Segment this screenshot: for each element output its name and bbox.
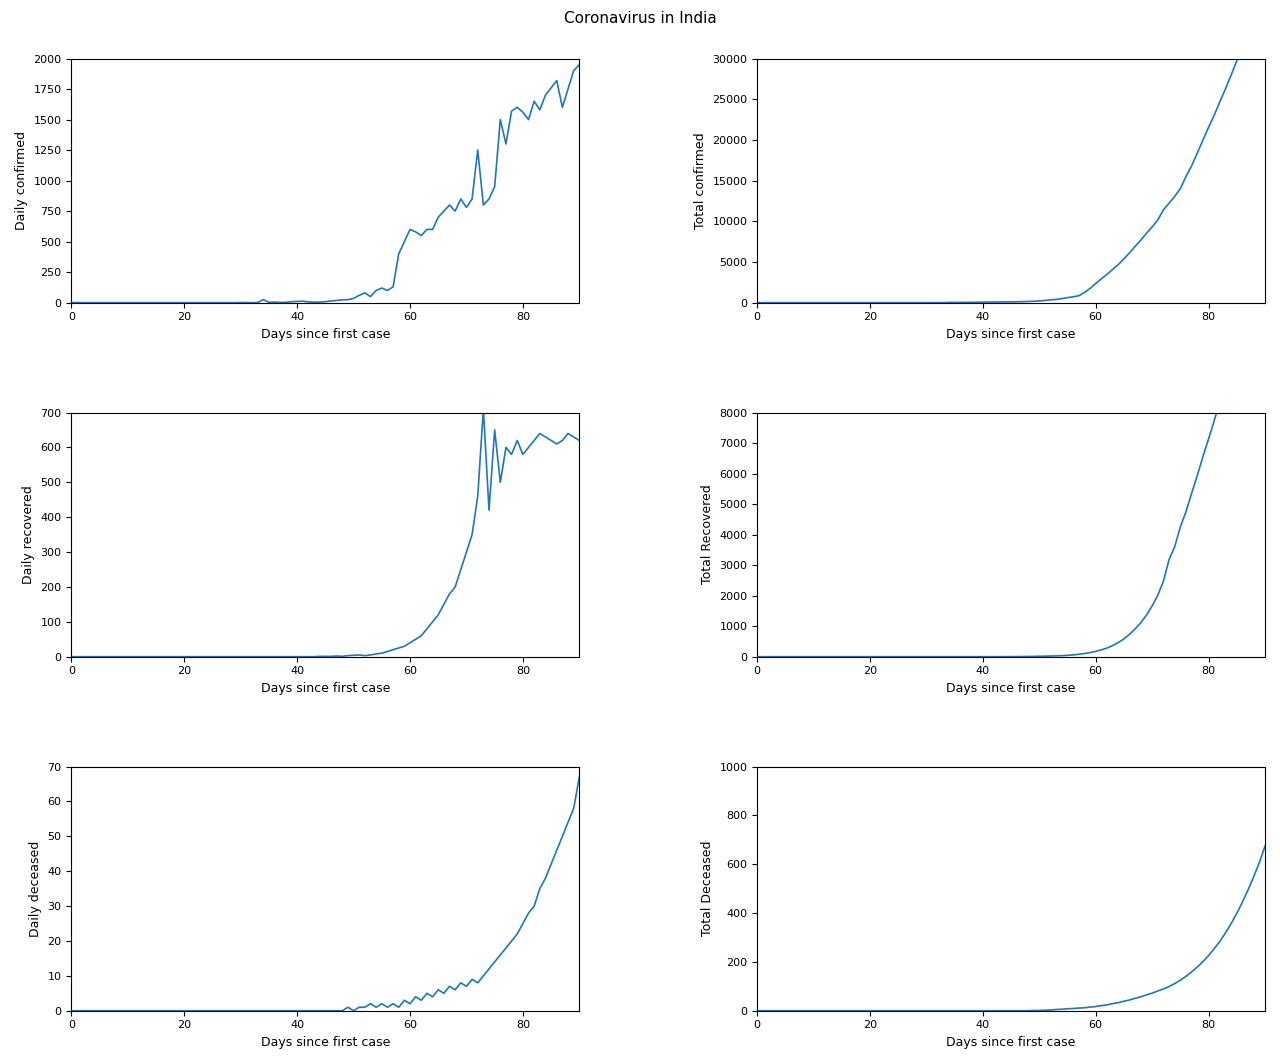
- Y-axis label: Total confirmed: Total confirmed: [694, 132, 707, 229]
- Y-axis label: Total Deceased: Total Deceased: [701, 841, 714, 936]
- X-axis label: Days since first case: Days since first case: [946, 1036, 1075, 1049]
- X-axis label: Days since first case: Days since first case: [946, 328, 1075, 340]
- Y-axis label: Daily recovered: Daily recovered: [22, 485, 35, 584]
- Text: Coronavirus in India: Coronavirus in India: [563, 11, 717, 26]
- X-axis label: Days since first case: Days since first case: [261, 1036, 390, 1049]
- Y-axis label: Daily confirmed: Daily confirmed: [15, 131, 28, 230]
- X-axis label: Days since first case: Days since first case: [261, 328, 390, 340]
- Y-axis label: Total Recovered: Total Recovered: [700, 485, 714, 584]
- Y-axis label: Daily deceased: Daily deceased: [29, 841, 42, 936]
- X-axis label: Days since first case: Days since first case: [946, 682, 1075, 695]
- X-axis label: Days since first case: Days since first case: [261, 682, 390, 695]
